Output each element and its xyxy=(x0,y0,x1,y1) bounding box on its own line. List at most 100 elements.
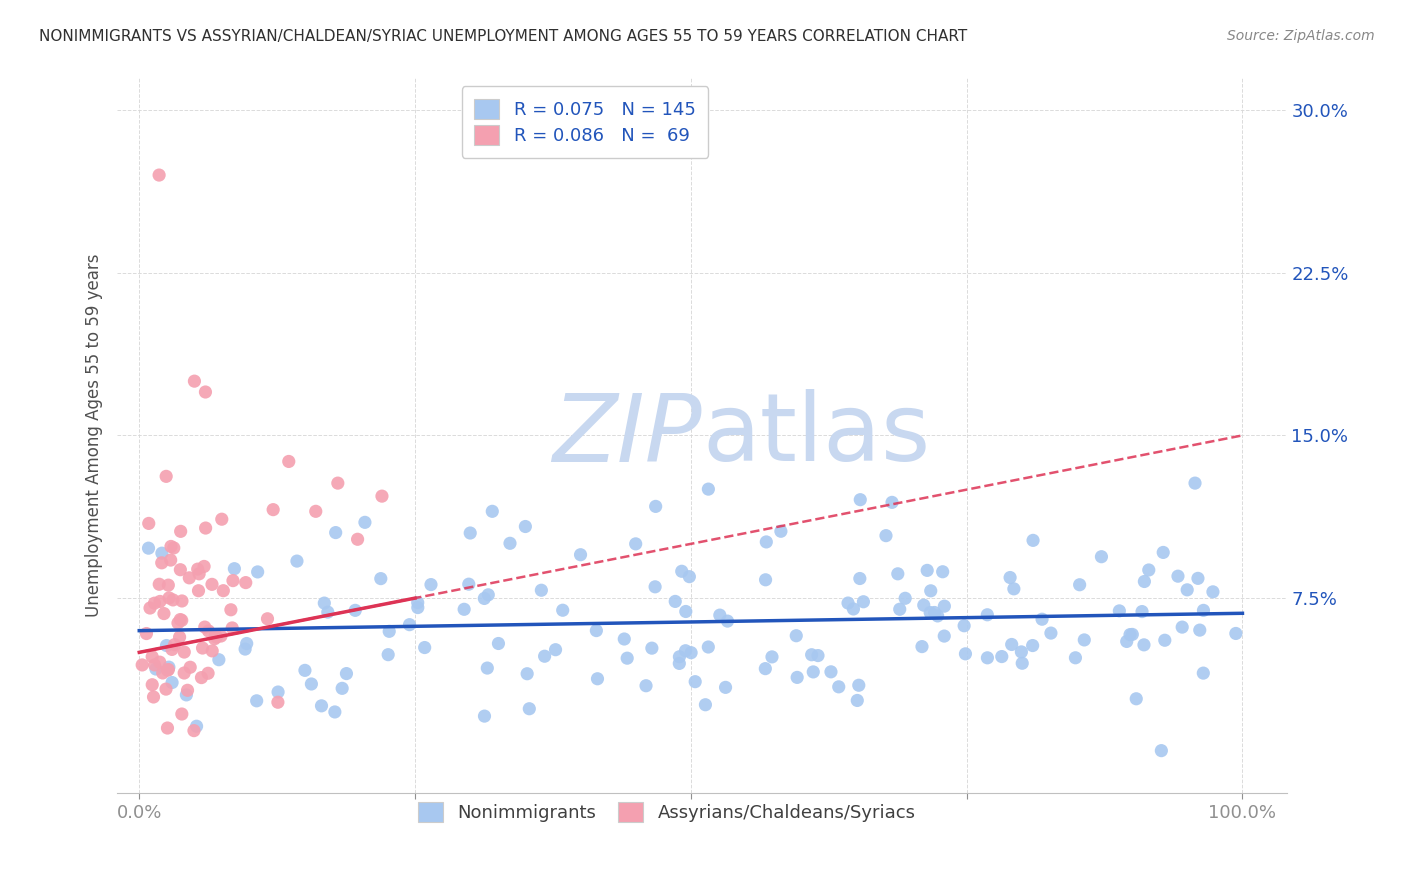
Point xyxy=(755,573,778,587)
Point xyxy=(1133,638,1156,652)
Point xyxy=(190,671,212,685)
Point xyxy=(551,603,574,617)
Point xyxy=(187,583,209,598)
Point xyxy=(785,629,807,643)
Point xyxy=(173,645,195,659)
Point xyxy=(668,649,690,664)
Point xyxy=(644,500,666,514)
Point xyxy=(472,591,495,606)
Point xyxy=(370,572,392,586)
Point xyxy=(1090,549,1112,564)
Point xyxy=(1119,627,1142,641)
Point xyxy=(188,566,211,581)
Point xyxy=(1150,744,1173,758)
Point xyxy=(377,648,399,662)
Point xyxy=(477,661,499,675)
Point xyxy=(194,384,217,399)
Point xyxy=(235,636,257,650)
Point xyxy=(849,492,872,507)
Point xyxy=(683,674,706,689)
Point xyxy=(156,663,179,677)
Point xyxy=(1073,632,1095,647)
Point xyxy=(398,617,420,632)
Point xyxy=(191,641,214,656)
Point xyxy=(842,602,865,616)
Point xyxy=(335,666,357,681)
Point xyxy=(176,688,198,702)
Point xyxy=(697,482,720,496)
Point xyxy=(569,548,592,562)
Point xyxy=(955,647,977,661)
Point xyxy=(517,702,540,716)
Point xyxy=(142,690,165,704)
Point xyxy=(927,608,949,623)
Point xyxy=(201,577,224,591)
Point xyxy=(205,630,228,644)
Point xyxy=(157,578,180,592)
Point xyxy=(1064,650,1087,665)
Point xyxy=(406,596,429,610)
Point xyxy=(209,629,232,643)
Point xyxy=(714,681,737,695)
Point xyxy=(170,594,193,608)
Point xyxy=(160,540,183,554)
Point xyxy=(143,657,166,672)
Point xyxy=(148,577,170,591)
Point xyxy=(477,588,499,602)
Point xyxy=(1021,639,1043,653)
Point xyxy=(934,629,956,643)
Point xyxy=(277,454,299,468)
Point xyxy=(169,524,191,539)
Point xyxy=(267,695,290,709)
Point xyxy=(219,603,242,617)
Point xyxy=(624,537,647,551)
Point xyxy=(155,682,177,697)
Point xyxy=(413,640,436,655)
Point xyxy=(664,594,686,608)
Point xyxy=(138,541,160,556)
Point xyxy=(668,657,690,671)
Point xyxy=(481,504,503,518)
Point xyxy=(267,685,290,699)
Point xyxy=(155,469,177,483)
Point xyxy=(1121,627,1143,641)
Point xyxy=(889,602,911,616)
Point xyxy=(1115,634,1137,648)
Point xyxy=(204,632,226,646)
Point xyxy=(149,655,172,669)
Point xyxy=(354,516,377,530)
Point xyxy=(1152,545,1174,559)
Point xyxy=(222,574,245,588)
Point xyxy=(285,554,308,568)
Point xyxy=(299,677,322,691)
Point xyxy=(160,642,183,657)
Point xyxy=(1137,563,1160,577)
Point xyxy=(194,620,217,634)
Point xyxy=(256,612,278,626)
Legend: Nonimmigrants, Assyrians/Chaldeans/Syriacs: Nonimmigrants, Assyrians/Chaldeans/Syria… xyxy=(405,789,928,834)
Point xyxy=(141,678,163,692)
Point xyxy=(515,519,537,533)
Point xyxy=(499,536,522,550)
Point xyxy=(169,613,191,627)
Point xyxy=(314,596,336,610)
Point xyxy=(159,553,181,567)
Point xyxy=(326,476,349,491)
Point xyxy=(1108,604,1130,618)
Point xyxy=(163,638,186,652)
Point xyxy=(197,666,219,681)
Point xyxy=(157,660,180,674)
Point xyxy=(828,680,851,694)
Point xyxy=(894,591,917,606)
Point xyxy=(998,570,1021,584)
Point xyxy=(1153,633,1175,648)
Point xyxy=(1187,571,1209,585)
Point xyxy=(1171,620,1194,634)
Point xyxy=(488,636,510,650)
Point xyxy=(695,698,717,712)
Point xyxy=(330,681,353,696)
Point xyxy=(880,495,903,509)
Text: Source: ZipAtlas.com: Source: ZipAtlas.com xyxy=(1227,29,1375,44)
Point xyxy=(616,651,638,665)
Point xyxy=(1175,582,1198,597)
